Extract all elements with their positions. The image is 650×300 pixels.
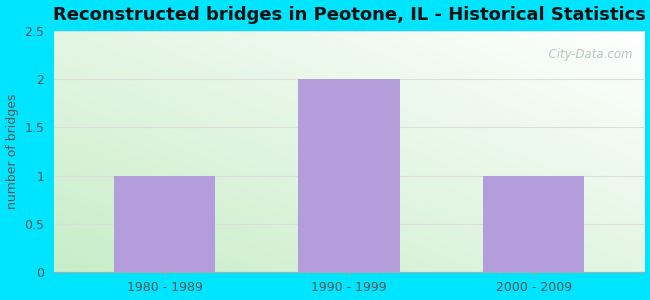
Bar [298,79,400,272]
Text: City-Data.com: City-Data.com [541,48,632,61]
Title: Reconstructed bridges in Peotone, IL - Historical Statistics: Reconstructed bridges in Peotone, IL - H… [53,6,645,24]
Y-axis label: number of bridges: number of bridges [6,94,19,209]
Bar [483,176,584,272]
Bar [114,176,215,272]
